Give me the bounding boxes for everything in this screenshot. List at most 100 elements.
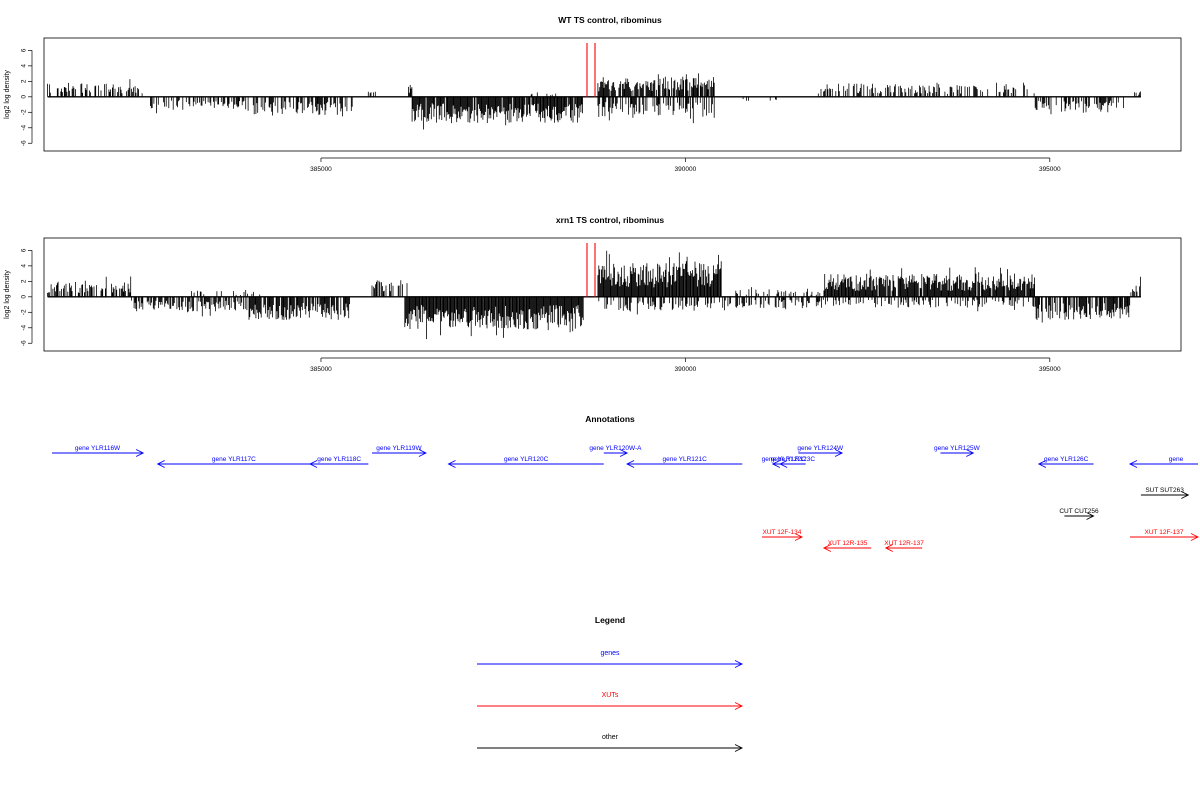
y-tick-label: 6 bbox=[21, 248, 28, 252]
annotation-feature: XUT 12R-137 bbox=[884, 540, 924, 552]
annotation-feature: gene YLR125W bbox=[934, 445, 981, 457]
x-tick-label: 395000 bbox=[1039, 166, 1061, 173]
feature-label: SUT SUT263 bbox=[1145, 487, 1184, 494]
feature-arrow-head bbox=[626, 460, 635, 468]
marker-lines bbox=[586, 243, 596, 297]
legend-title: Legend bbox=[595, 615, 625, 625]
y-tick-label: 6 bbox=[21, 48, 28, 52]
annotation-feature: gene bbox=[1128, 456, 1198, 468]
feature-label: gene bbox=[1169, 456, 1184, 463]
legend-label: genes bbox=[600, 650, 620, 657]
annotation-feature: gene YLR119W bbox=[371, 445, 427, 457]
feature-arrow-head bbox=[734, 702, 744, 710]
annotation-feature: gene YLR120W-A bbox=[589, 445, 642, 457]
feature-arrow-head bbox=[779, 460, 788, 468]
y-tick-label: 0 bbox=[21, 95, 28, 99]
x-axis: 385000 390000 395000 bbox=[310, 357, 1061, 373]
y-tick-label: 2 bbox=[21, 279, 28, 283]
y-tick-label: -2 bbox=[21, 109, 28, 115]
y-tick-label: -6 bbox=[21, 340, 28, 346]
feature-arrow-head bbox=[1190, 533, 1200, 541]
annotation-feature: gene YLR121C bbox=[626, 456, 743, 468]
annotation-feature: gene YLR123C bbox=[771, 456, 816, 468]
y-tick-label: -6 bbox=[21, 140, 28, 146]
legend-item: other bbox=[477, 734, 744, 752]
x-tick-label: 390000 bbox=[675, 366, 697, 373]
feature-label: gene YLR122C bbox=[762, 456, 807, 463]
feature-arrow-head bbox=[156, 460, 165, 468]
feature-label: XUT 12R-137 bbox=[884, 540, 924, 547]
feature-label: gene YLR124W bbox=[797, 445, 844, 452]
feature-label: XUT 12F-134 bbox=[763, 529, 802, 536]
feature-arrow-head bbox=[771, 460, 781, 468]
legend-label: other bbox=[602, 734, 619, 741]
y-axis: 6 4 2 0 -2 -4 -6 bbox=[21, 48, 33, 146]
feature-arrow-head bbox=[794, 533, 804, 541]
annotation-feature: gene YLR118C bbox=[309, 456, 369, 468]
feature-arrow-head bbox=[822, 544, 832, 552]
feature-label: XUT 12F-137 bbox=[1145, 529, 1184, 536]
feature-label: gene YLR125W bbox=[934, 445, 981, 452]
feature-arrow-head bbox=[1181, 491, 1190, 499]
feature-arrow-head bbox=[309, 460, 318, 468]
y-axis: 6 4 2 0 -2 -4 -6 bbox=[21, 248, 33, 346]
feature-arrow-head bbox=[1086, 512, 1095, 520]
feature-label: gene YLR120C bbox=[504, 456, 549, 463]
feature-label: gene YLR118C bbox=[317, 456, 361, 463]
feature-label: XUT 12R-135 bbox=[828, 540, 868, 547]
y-axis-label: log2 log density bbox=[4, 270, 11, 319]
feature-label: gene YLR123C bbox=[771, 456, 816, 463]
annotation-feature: SUT SUT263 bbox=[1140, 487, 1190, 499]
annotation-feature: gene YLR124W bbox=[797, 445, 844, 457]
plot-frame bbox=[43, 237, 1182, 352]
y-tick-label: 0 bbox=[21, 295, 28, 299]
wt-density-panel: WT TS control, ribominus log2 log densit… bbox=[4, 15, 1182, 173]
feature-label: gene YLR116W bbox=[75, 445, 121, 452]
feature-arrow-head bbox=[135, 449, 145, 457]
xrn1-density-panel: xrn1 TS control, ribominus log2 log dens… bbox=[4, 215, 1182, 373]
x-tick-label: 390000 bbox=[675, 166, 697, 173]
feature-arrow-head bbox=[734, 744, 744, 752]
feature-arrow-head bbox=[834, 449, 844, 457]
legend-label: XUTs bbox=[602, 692, 619, 699]
feature-label: gene YLR121C bbox=[662, 456, 707, 463]
annotations-title: Annotations bbox=[585, 414, 635, 424]
y-tick-label: 4 bbox=[21, 64, 28, 68]
density-bars bbox=[47, 250, 1141, 340]
legend-items: genes XUTs other bbox=[477, 650, 744, 752]
annotation-feature: CUT CUT256 bbox=[1059, 508, 1099, 520]
annotation-feature: XUT 12F-137 bbox=[1129, 529, 1200, 541]
annotation-feature: XUT 12R-135 bbox=[822, 540, 872, 552]
feature-arrow-head bbox=[1037, 460, 1047, 468]
annotation-features: gene YLR116W gene YLR117C gene YLR118C gene… bbox=[52, 445, 1200, 552]
y-tick-label: -4 bbox=[21, 125, 28, 131]
y-tick-label: -4 bbox=[21, 325, 28, 331]
annotation-feature: gene YLR120C bbox=[447, 456, 604, 468]
y-tick-label: -2 bbox=[21, 309, 28, 315]
annotation-feature: gene YLR116W bbox=[52, 445, 145, 457]
annotation-feature: gene YLR126C bbox=[1037, 456, 1094, 468]
feature-label: gene YLR120W-A bbox=[589, 445, 642, 452]
legend: Legend genes XUTs other bbox=[477, 615, 744, 752]
feature-label: gene YLR126C bbox=[1044, 456, 1089, 463]
density-bar-series bbox=[47, 250, 1141, 340]
feature-label: gene YLR117C bbox=[212, 456, 256, 463]
plot-frame bbox=[43, 37, 1182, 152]
x-tick-label: 385000 bbox=[310, 166, 332, 173]
density-bar-series bbox=[47, 73, 1141, 130]
marker-lines bbox=[586, 43, 596, 97]
x-axis: 385000 390000 395000 bbox=[310, 157, 1061, 173]
feature-arrow-head bbox=[418, 449, 427, 457]
x-tick-label: 395000 bbox=[1039, 366, 1061, 373]
x-tick-label: 385000 bbox=[310, 366, 332, 373]
legend-item: XUTs bbox=[477, 692, 744, 710]
y-axis-label: log2 log density bbox=[4, 70, 11, 119]
feature-arrow-head bbox=[447, 460, 456, 468]
panel-title: xrn1 TS control, ribominus bbox=[556, 215, 664, 225]
feature-arrow-head bbox=[884, 544, 894, 552]
feature-label: CUT CUT256 bbox=[1059, 508, 1099, 515]
feature-arrow-head bbox=[1128, 460, 1138, 468]
